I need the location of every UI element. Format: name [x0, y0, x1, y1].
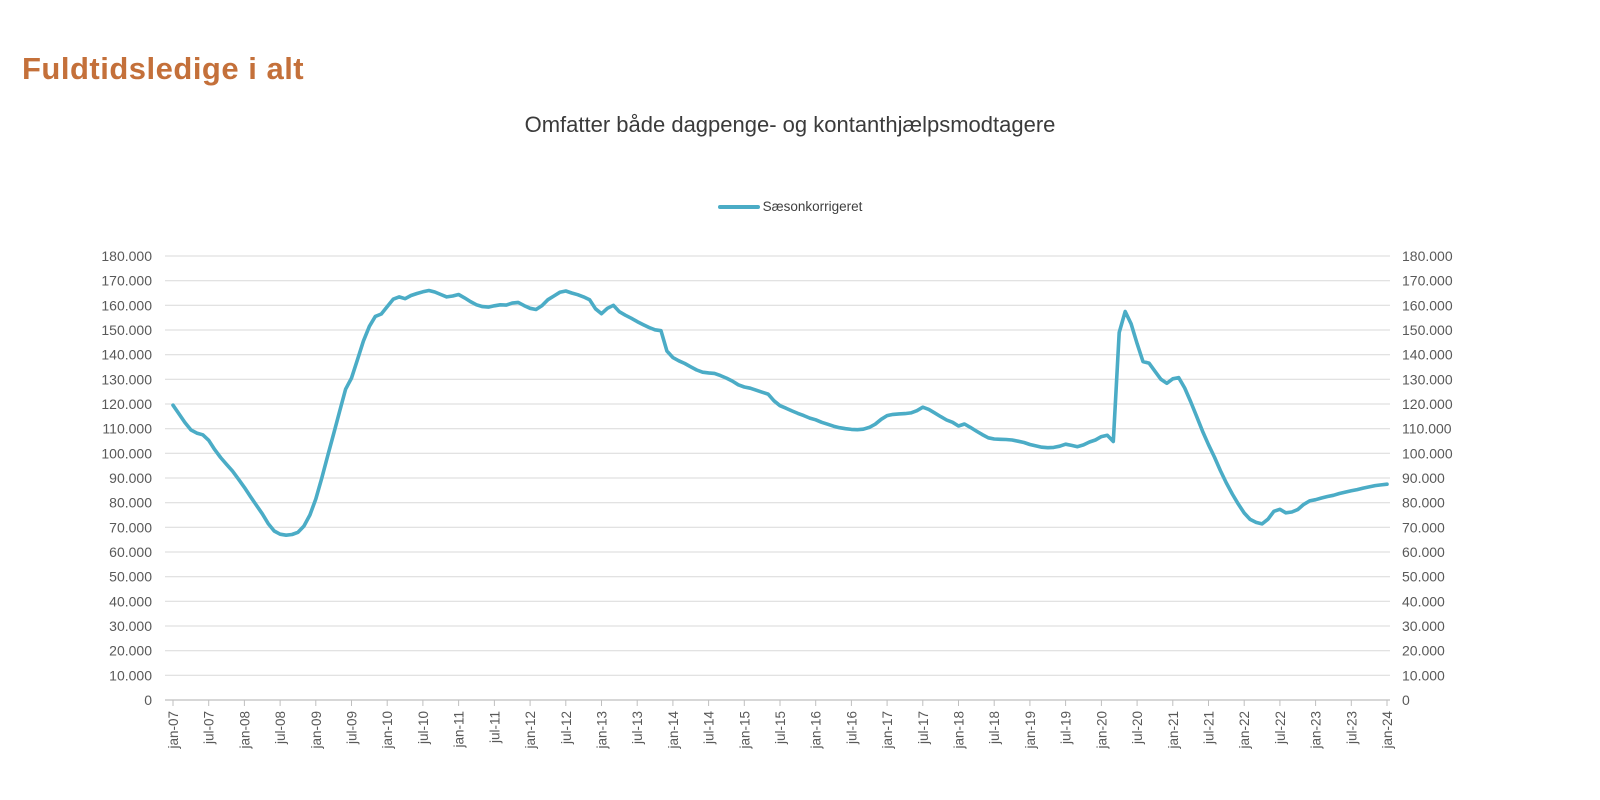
- x-tick-label: jan-12: [523, 711, 538, 750]
- x-tick-label: jan-16: [809, 711, 824, 750]
- x-tick-label: jul-09: [345, 711, 360, 745]
- y-tick-label-right: 180.000: [1402, 248, 1453, 264]
- y-tick-label-right: 80.000: [1402, 495, 1445, 511]
- y-tick-label-right: 150.000: [1402, 322, 1453, 338]
- y-tick-label-left: 40.000: [109, 593, 152, 609]
- y-tick-label-left: 70.000: [109, 519, 152, 535]
- y-tick-label-right: 10.000: [1402, 667, 1445, 683]
- x-tick-label: jan-19: [1023, 711, 1038, 750]
- x-tick-label: jul-12: [559, 711, 574, 745]
- x-tick-label: jul-08: [273, 711, 288, 745]
- x-tick-label: jul-16: [844, 711, 859, 745]
- y-tick-label-left: 0: [144, 692, 152, 708]
- x-tick-label: jul-11: [487, 711, 502, 744]
- chart-title: Omfatter både dagpenge- og kontanthjælps…: [524, 112, 1056, 137]
- series-line-saesonkorrigeret: [171, 288, 1389, 537]
- x-tick-label: jul-18: [987, 711, 1002, 745]
- y-tick-label-left: 60.000: [109, 544, 152, 560]
- y-axis-labels-right: 0 10.000 20.000 30.000 40.000 50.000 60.000 70.…: [1402, 248, 1453, 708]
- y-tick-label-right: 130.000: [1402, 371, 1453, 387]
- legend: Sæsonkorrigeret: [165, 199, 1415, 214]
- x-tick-label: jul-14: [702, 711, 717, 746]
- x-tick-label: jul-13: [630, 711, 645, 745]
- y-tick-label-left: 120.000: [101, 396, 152, 412]
- y-tick-label-right: 30.000: [1402, 618, 1445, 634]
- x-axis: [165, 699, 1390, 706]
- y-tick-label-left: 20.000: [109, 643, 152, 659]
- x-tick-label: jan-17: [880, 711, 895, 750]
- y-tick-label-right: 70.000: [1402, 519, 1445, 535]
- y-tick-label-left: 30.000: [109, 618, 152, 634]
- y-tick-label-left: 50.000: [109, 569, 152, 585]
- y-tick-label-left: 150.000: [101, 322, 152, 338]
- x-tick-label: jul-10: [416, 711, 431, 745]
- x-tick-label: jan-11: [452, 711, 467, 749]
- x-tick-label: jul-19: [1059, 711, 1074, 745]
- x-tick-label: jan-24: [1380, 711, 1395, 750]
- y-tick-label-right: 60.000: [1402, 544, 1445, 560]
- x-tick-label: jul-07: [202, 711, 217, 745]
- y-tick-label-left: 80.000: [109, 495, 152, 511]
- y-tick-label-right: 160.000: [1402, 297, 1453, 313]
- x-tick-label: jul-15: [773, 711, 788, 745]
- y-tick-label-right: 120.000: [1402, 396, 1453, 412]
- y-tick-label-right: 140.000: [1402, 347, 1453, 363]
- x-tick-label: jul-22: [1273, 711, 1288, 745]
- x-tick-label: jan-15: [737, 711, 752, 750]
- x-tick-label: jan-07: [166, 711, 181, 750]
- y-tick-label-right: 170.000: [1402, 273, 1453, 289]
- y-tick-label-left: 160.000: [101, 297, 152, 313]
- x-tick-label: jan-20: [1094, 711, 1109, 750]
- x-tick-label: jan-10: [380, 711, 395, 750]
- x-axis-labels: jan-07 jul-07 jan-08 jul-08 jan-09 jul-09 jan-…: [166, 711, 1395, 750]
- y-tick-label-right: 110.000: [1402, 421, 1452, 437]
- x-tick-label: jan-22: [1237, 711, 1252, 750]
- legend-label: Sæsonkorrigeret: [762, 199, 863, 214]
- y-tick-label-left: 110.000: [102, 421, 152, 437]
- y-tick-label-right: 100.000: [1402, 445, 1453, 461]
- y-tick-label-right: 90.000: [1402, 470, 1445, 486]
- y-tick-label-right: 40.000: [1402, 593, 1445, 609]
- x-tick-label: jul-21: [1202, 711, 1217, 745]
- x-tick-label: jan-14: [666, 711, 681, 750]
- x-tick-label: jan-21: [1166, 711, 1181, 750]
- x-tick-label: jan-09: [309, 711, 324, 750]
- legend-line-swatch: [717, 204, 760, 209]
- y-tick-label-left: 170.000: [101, 273, 152, 289]
- page-title: Fuldtidsledige i alt: [22, 50, 305, 86]
- y-tick-label-left: 140.000: [101, 347, 152, 363]
- x-tick-label: jan-18: [952, 711, 967, 750]
- y-tick-label-left: 100.000: [101, 445, 152, 461]
- y-gridlines: [165, 255, 1390, 676]
- x-tick-label: jan-23: [1309, 711, 1324, 750]
- y-tick-label-left: 90.000: [109, 470, 152, 486]
- y-tick-label-right: 50.000: [1402, 569, 1445, 585]
- x-tick-label: jan-13: [595, 711, 610, 750]
- y-axis-labels-left: 0 10.000 20.000 30.000 40.000 50.000 60.000 70.…: [101, 248, 152, 708]
- y-tick-label-left: 10.000: [109, 667, 152, 683]
- y-tick-label-left: 180.000: [101, 248, 152, 264]
- x-tick-label: jan-08: [237, 711, 252, 750]
- x-tick-label: jul-23: [1344, 711, 1359, 745]
- x-tick-label: jul-17: [916, 711, 931, 745]
- y-tick-label-right: 0: [1402, 692, 1410, 708]
- y-tick-label-left: 130.000: [101, 371, 152, 387]
- y-tick-label-right: 20.000: [1402, 643, 1445, 659]
- x-tick-label: jul-20: [1130, 711, 1145, 745]
